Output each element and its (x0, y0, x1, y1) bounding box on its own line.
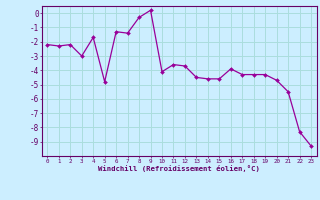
X-axis label: Windchill (Refroidissement éolien,°C): Windchill (Refroidissement éolien,°C) (98, 165, 260, 172)
